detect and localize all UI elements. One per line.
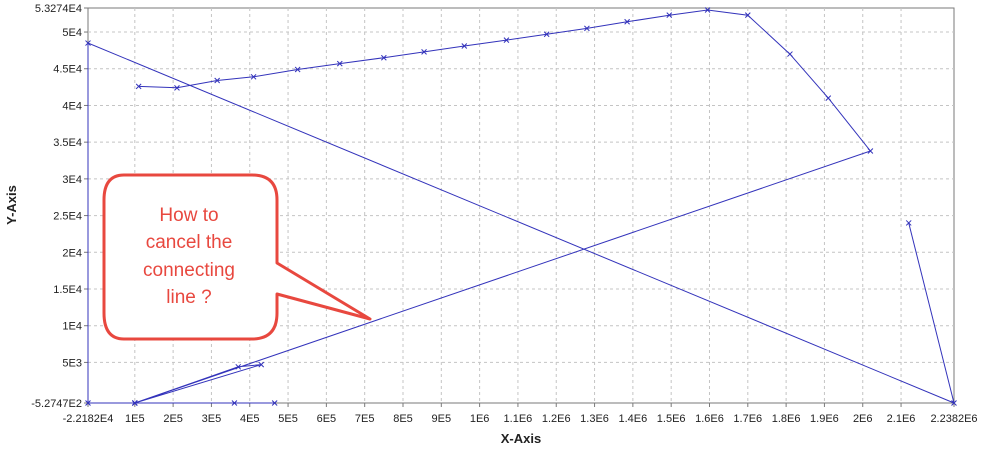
data-point-marker — [174, 84, 180, 91]
x-tick-label: 1.5E6 — [657, 413, 686, 425]
callout-annotation: How to cancel the connecting line ? — [102, 173, 372, 341]
data-point-marker — [704, 7, 711, 13]
y-tick-label: 5.3274E4 — [35, 3, 82, 15]
x-tick-label: 1E6 — [470, 413, 490, 425]
x-tick-label: 6E5 — [317, 413, 337, 425]
data-point-marker — [231, 400, 238, 406]
callout-bubble — [102, 173, 372, 341]
callout-text-line: line ? — [166, 287, 211, 308]
data-point-marker — [867, 148, 874, 154]
data-point-marker — [584, 25, 590, 32]
data-point-marker — [666, 12, 673, 19]
data-point-marker — [380, 54, 387, 61]
data-point-marker — [294, 66, 301, 73]
x-tick-label: 1.2E6 — [542, 413, 571, 425]
data-point-marker — [85, 400, 91, 406]
data-point-marker — [214, 77, 221, 84]
callout-text-line: connecting — [143, 260, 235, 281]
x-tick-label: -2.2182E4 — [63, 413, 114, 425]
y-tick-label: 4E4 — [62, 100, 82, 112]
data-series — [87, 9, 955, 404]
x-tick-label: 1.6E6 — [695, 413, 724, 425]
y-tick-label: 3E4 — [62, 174, 82, 186]
data-point-marker — [85, 40, 91, 46]
data-point-marker — [503, 37, 510, 43]
x-tick-label: 1E5 — [125, 413, 145, 425]
x-tick-label: 2E5 — [163, 413, 183, 425]
y-tick-label: 5E4 — [62, 27, 82, 39]
x-tick-label: 1.7E6 — [733, 413, 762, 425]
y-tick-label: 1.5E4 — [53, 284, 82, 296]
data-point-marker — [905, 220, 912, 226]
y-axis-title: Y-Axis — [4, 185, 19, 225]
data-point-marker — [461, 43, 468, 49]
y-tick-label: 3.5E4 — [53, 137, 82, 149]
data-point-marker — [250, 73, 257, 80]
x-tick-label: 2E6 — [853, 413, 873, 425]
data-point-marker — [951, 400, 957, 406]
x-tick-label: 4E5 — [240, 413, 260, 425]
data-point-marker — [825, 95, 832, 101]
data-point-marker — [135, 83, 142, 90]
y-tick-label: 5E3 — [62, 357, 82, 369]
x-axis-title: X-Axis — [501, 431, 541, 446]
x-tick-label: 5E5 — [278, 413, 298, 425]
series-line — [87, 9, 955, 404]
y-tick-label: 2.5E4 — [53, 211, 82, 223]
y-tick-label: 1E4 — [62, 321, 82, 333]
data-point-marker — [421, 49, 427, 55]
y-tick-label: -5.2747E2 — [31, 398, 82, 410]
x-tick-label: 1.1E6 — [504, 413, 533, 425]
data-point-marker — [271, 400, 278, 406]
x-tick-label: 2.2382E6 — [930, 413, 977, 425]
x-tick-label: 1.3E6 — [580, 413, 609, 425]
data-point-marker — [787, 51, 793, 57]
callout-text-line: How to — [159, 205, 218, 226]
x-tick-label: 9E5 — [432, 413, 452, 425]
x-tick-label: 2.1E6 — [887, 413, 916, 425]
data-markers — [85, 7, 957, 406]
y-tick-label: 4.5E4 — [53, 64, 82, 76]
data-point-marker — [744, 12, 751, 19]
x-tick-label: 3E5 — [202, 413, 222, 425]
axis-ticks: -2.2182E4 1E5 2E5 3E5 4E5 5E5 6E5 7E5 8E5 9E5 1E6 1… — [31, 3, 977, 425]
data-point-marker — [235, 363, 242, 370]
y-tick-label: 2E4 — [62, 247, 82, 259]
data-point-marker — [131, 400, 138, 406]
callout-text-line: cancel the — [146, 232, 233, 253]
data-point-marker — [543, 31, 550, 38]
x-tick-label: 1.8E6 — [772, 413, 801, 425]
x-tick-label: 1.9E6 — [810, 413, 839, 425]
data-point-marker — [258, 361, 265, 368]
data-point-marker — [336, 60, 343, 67]
x-tick-label: 8E5 — [393, 413, 413, 425]
x-tick-label: 1.4E6 — [618, 413, 647, 425]
data-point-marker — [624, 18, 630, 25]
x-tick-label: 7E5 — [355, 413, 375, 425]
